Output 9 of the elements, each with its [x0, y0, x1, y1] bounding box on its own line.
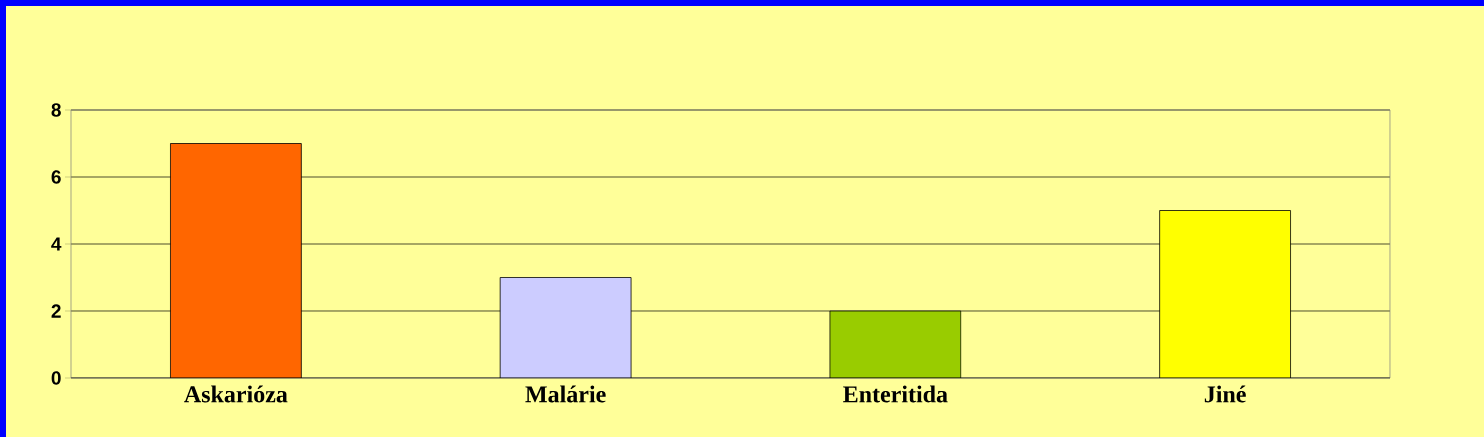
y-tick-label: 6 [51, 170, 61, 184]
y-tick-label: 0 [51, 371, 61, 385]
y-tick-label: 8 [51, 103, 61, 117]
x-tick-label: Askarióza [184, 385, 288, 403]
x-tick-label: Jiné [1204, 385, 1246, 403]
x-tick-label: Enteritida [843, 385, 948, 403]
x-tick-label: Malárie [525, 385, 606, 403]
y-tick-label: 2 [51, 304, 61, 318]
y-tick-label: 4 [51, 237, 62, 251]
